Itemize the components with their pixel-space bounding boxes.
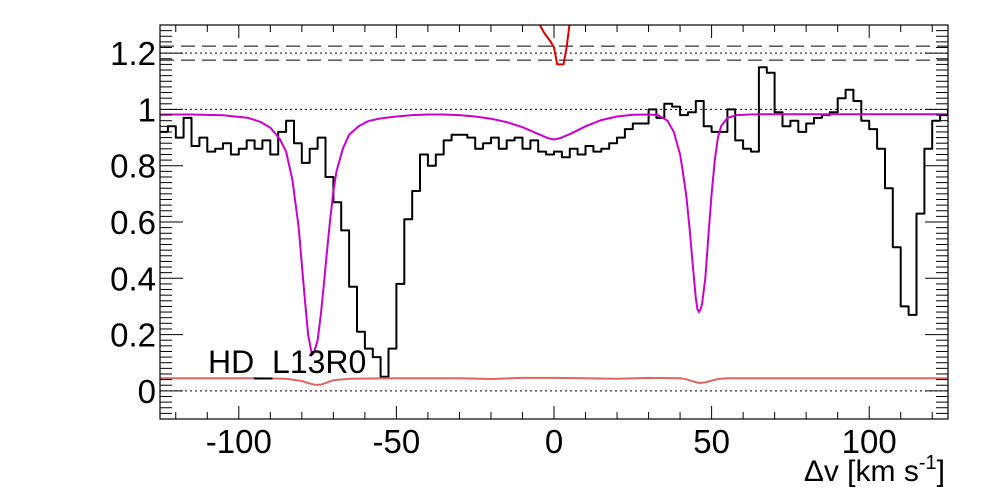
- reference-lines: [160, 45, 948, 392]
- y-tick-label: 1: [138, 91, 156, 128]
- x-axis-ticks: [175, 25, 933, 419]
- y-axis-tick-labels: 0 0.2 0.4 0.6 0.8 1 1.2: [110, 35, 156, 410]
- x-tick-label: 0: [545, 423, 563, 460]
- y-tick-label: 0.8: [110, 148, 156, 185]
- y-tick-label: 1.2: [110, 35, 156, 72]
- residual-curve: [160, 376, 948, 386]
- x-tick-label: 50: [693, 423, 730, 460]
- y-tick-label: 0.6: [110, 204, 156, 241]
- data-series: [160, 25, 948, 386]
- x-axis-title: Δv [km s-1]: [804, 452, 945, 488]
- x-axis-title-main: Δv [km s: [804, 455, 919, 488]
- observed-spectrum-step: [160, 66, 948, 378]
- model-fit-curve: [160, 113, 948, 356]
- x-tick-label: 100: [842, 423, 897, 460]
- x-axis-title-close: ]: [937, 455, 945, 488]
- x-axis-title-superscript: -1: [919, 452, 937, 474]
- x-tick-label: -50: [373, 423, 421, 460]
- y-tick-label: 0.2: [110, 317, 156, 354]
- x-tick-label: -100: [206, 423, 272, 460]
- x-axis-tick-labels: -100 -50 0 50 100: [206, 423, 897, 460]
- y-tick-label: 0.4: [110, 260, 156, 297]
- y-tick-label: 0: [138, 373, 156, 410]
- panel-label: HD_L13R0: [208, 344, 366, 380]
- y-axis-ticks: [160, 24, 948, 420]
- overflow-curve: [538, 25, 571, 66]
